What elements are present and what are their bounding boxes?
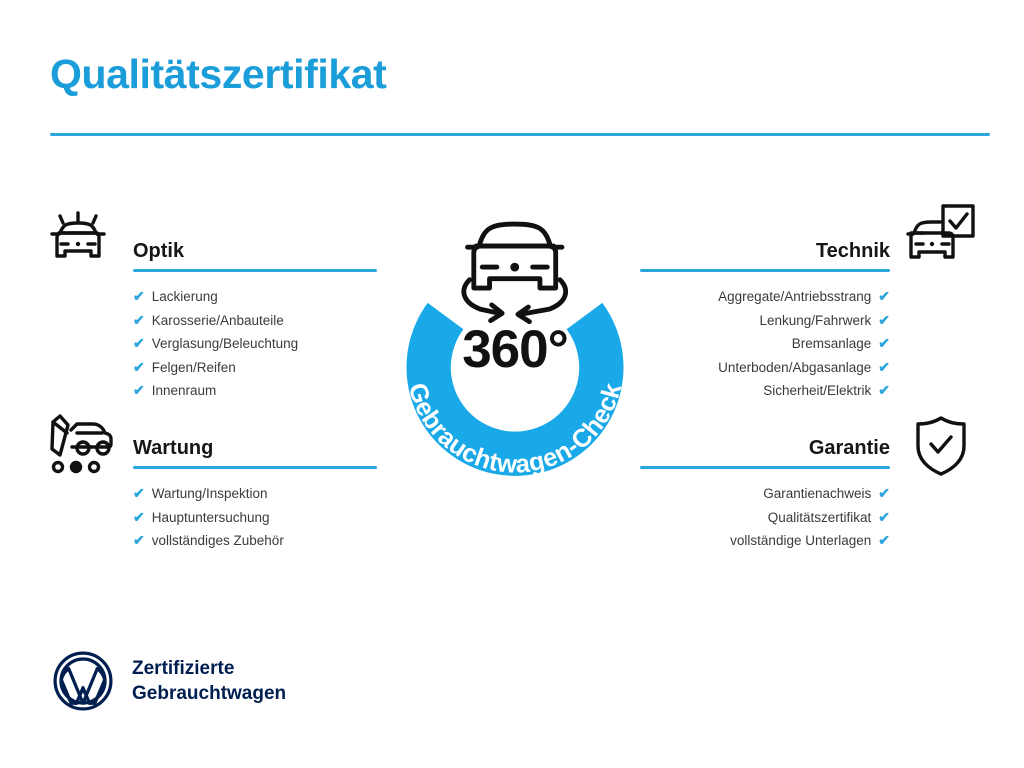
- list-item-label: Lenkung/Fahrwerk: [759, 312, 872, 328]
- check-icon: ✔: [133, 311, 145, 328]
- check-icon: ✔: [133, 288, 145, 304]
- list-item-label: Unterboden/Abgasanlage: [718, 359, 872, 375]
- list-item: Garantienachweis ✔: [640, 482, 890, 506]
- list-item-label: Garantienachweis: [763, 486, 872, 501]
- check-icon: ✔: [878, 508, 890, 525]
- page-title: Qualitätszertifikat: [50, 51, 387, 97]
- checklist-technik: Aggregate/Antriebsstrang ✔ Lenkung/Fahrw…: [640, 285, 890, 403]
- section-title: Technik: [815, 240, 890, 262]
- car-service-book-icon: [44, 411, 114, 480]
- section-header-optik: Optik: [133, 238, 377, 272]
- list-item: Lenkung/Fahrwerk ✔: [640, 309, 890, 333]
- list-item-label: Innenraum: [151, 383, 217, 398]
- list-item: Bremsanlage ✔: [640, 332, 890, 356]
- footer-line-2: Gebrauchtwagen: [132, 683, 287, 704]
- volkswagen-logo: [53, 651, 113, 711]
- list-item-label: Aggregate/Antriebsstrang: [718, 289, 872, 304]
- list-item-label: vollständiges Zubehör: [151, 533, 284, 548]
- checklist-optik: ✔ Lackierung ✔ Karosserie/Anbauteile ✔ V…: [133, 285, 377, 403]
- volkswagen-logo-block: Zertifizierte Gebrauchtwagen: [52, 650, 286, 712]
- car-checkbox-icon: [905, 201, 977, 274]
- list-item: Unterboden/Abgasanlage ✔: [640, 356, 890, 380]
- list-item: vollständige Unterlagen ✔: [640, 529, 890, 553]
- section-wartung: Wartung ✔ Wartung/Inspektion ✔ Hauptunte…: [133, 435, 377, 553]
- list-item-label: vollständige Unterlagen: [730, 533, 872, 548]
- list-item: Aggregate/Antriebsstrang ✔: [640, 285, 890, 309]
- section-title: Wartung: [133, 437, 214, 459]
- checklist-wartung: ✔ Wartung/Inspektion ✔ Hauptuntersuchung…: [133, 482, 377, 553]
- section-garantie: Garantie Garantienachweis ✔ Qualitätszer…: [640, 435, 890, 553]
- list-item: ✔ Lackierung: [133, 285, 377, 309]
- check-icon: ✔: [133, 335, 145, 351]
- list-item: ✔ Wartung/Inspektion: [133, 482, 377, 506]
- section-divider: [133, 466, 377, 469]
- list-item-label: Felgen/Reifen: [151, 359, 236, 375]
- section-technik: Technik Aggregate/Antriebsstrang ✔ Lenku…: [640, 238, 890, 403]
- footer-text: Zertifizierte Gebrauchtwagen: [132, 656, 286, 706]
- check-icon: ✔: [878, 382, 890, 398]
- list-item: ✔ Hauptuntersuchung: [133, 506, 377, 530]
- check-icon: ✔: [878, 532, 890, 548]
- section-title: Optik: [133, 240, 185, 262]
- section-divider: [640, 466, 890, 469]
- check-icon: ✔: [878, 358, 890, 375]
- list-item-label: Verglasung/Beleuchtung: [151, 336, 299, 351]
- list-item: ✔ Karosserie/Anbauteile: [133, 309, 377, 333]
- list-item-label: Karosserie/Anbauteile: [151, 312, 284, 328]
- shield-check-icon: [912, 413, 970, 484]
- check-icon: ✔: [133, 532, 145, 548]
- header-divider: [50, 133, 990, 136]
- list-item-label: Bremsanlage: [791, 336, 872, 351]
- check-icon: ✔: [133, 358, 145, 375]
- badge-360-check: Gebrauchtwagen-Check 360°: [370, 196, 660, 486]
- list-item: ✔ Innenraum: [133, 379, 377, 403]
- check-icon: ✔: [133, 382, 145, 398]
- car-shine-icon: [44, 206, 112, 277]
- section-header-garantie: Garantie: [640, 435, 890, 469]
- check-icon: ✔: [878, 288, 890, 304]
- section-title: Garantie: [808, 437, 890, 459]
- list-item: ✔ Felgen/Reifen: [133, 356, 377, 380]
- footer-line-1: Zertifizierte: [132, 658, 235, 679]
- section-header-technik: Technik: [640, 238, 890, 272]
- check-icon: ✔: [878, 311, 890, 328]
- list-item: ✔ vollständiges Zubehör: [133, 529, 377, 553]
- car-front-rotate-icon: [461, 221, 569, 325]
- list-item-label: Hauptuntersuchung: [151, 509, 270, 525]
- list-item: Qualitätszertifikat ✔: [640, 506, 890, 530]
- list-item: ✔ Verglasung/Beleuchtung: [133, 332, 377, 356]
- section-optik: Optik ✔ Lackierung ✔ Karosserie/Anbautei…: [133, 238, 377, 403]
- check-icon: ✔: [878, 335, 890, 351]
- list-item-label: Lackierung: [151, 289, 218, 304]
- section-header-wartung: Wartung: [133, 435, 377, 469]
- list-item-label: Sicherheit/Elektrik: [763, 383, 872, 398]
- ring-shape: [406, 302, 624, 476]
- check-icon: ✔: [133, 508, 145, 525]
- section-divider: [640, 269, 890, 272]
- section-divider: [133, 269, 377, 272]
- checklist-garantie: Garantienachweis ✔ Qualitätszertifikat ✔…: [640, 482, 890, 553]
- check-icon: ✔: [878, 485, 890, 501]
- list-item-label: Qualitätszertifikat: [767, 509, 872, 525]
- check-icon: ✔: [133, 485, 145, 501]
- list-item: Sicherheit/Elektrik ✔: [640, 379, 890, 403]
- list-item-label: Wartung/Inspektion: [151, 486, 268, 501]
